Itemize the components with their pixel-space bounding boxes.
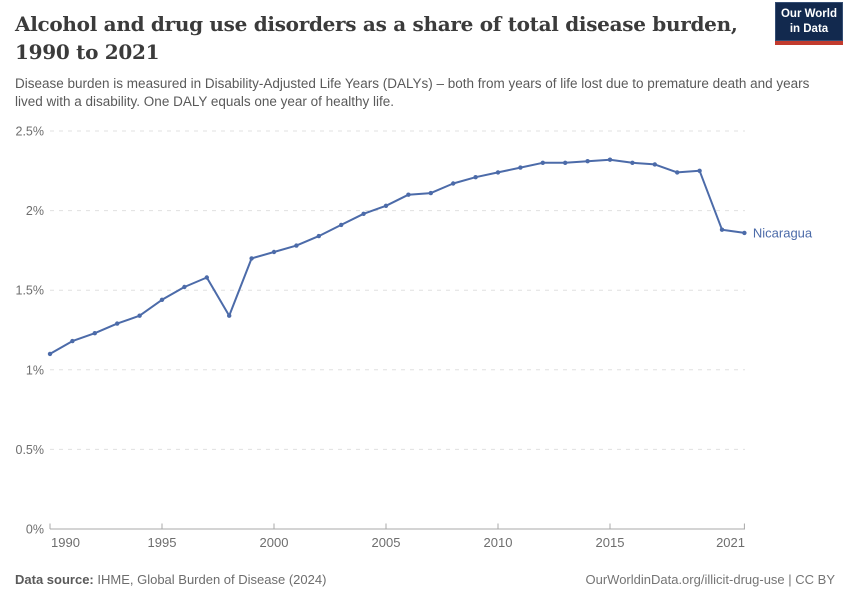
x-tick-label: 1995 (148, 535, 177, 550)
data-point[interactable] (630, 160, 635, 165)
y-tick-label: 1.5% (16, 284, 45, 298)
data-point[interactable] (361, 211, 366, 216)
data-point[interactable] (607, 157, 613, 162)
owid-url-link[interactable]: OurWorldinData.org/illicit-drug-use (585, 572, 785, 587)
data-point[interactable] (697, 168, 702, 173)
y-tick-label: 1% (26, 363, 44, 377)
chart-subtitle: Disease burden is measured in Disability… (15, 75, 810, 109)
data-point[interactable] (451, 181, 456, 186)
data-point[interactable] (92, 331, 98, 336)
license-badge: | CC BY (784, 572, 835, 587)
data-point[interactable] (518, 165, 523, 170)
data-point[interactable] (159, 297, 165, 302)
chart-footer: Data source: IHME, Global Burden of Dise… (15, 572, 835, 587)
data-point[interactable] (742, 230, 747, 236)
owid-logo-line2: in Data (789, 22, 829, 35)
data-point[interactable] (585, 159, 590, 164)
chart-title-line1: Alcohol and drug use disorders as a shar… (15, 12, 738, 36)
data-point[interactable] (339, 222, 344, 228)
data-point[interactable] (652, 162, 657, 167)
data-point[interactable] (204, 275, 209, 280)
y-tick-label: 2% (26, 204, 44, 218)
y-tick-label: 0.5% (16, 443, 45, 457)
data-point[interactable] (406, 192, 411, 197)
data-point[interactable] (47, 351, 53, 357)
y-tick-label: 0% (26, 523, 44, 537)
owid-logo[interactable]: Our World in Data (775, 2, 843, 45)
data-point[interactable] (115, 321, 120, 326)
data-point[interactable] (182, 284, 187, 290)
chart-title: Alcohol and drug use disorders as a shar… (15, 10, 835, 67)
chart-header: Alcohol and drug use disorders as a shar… (15, 10, 835, 110)
data-source-text: IHME, Global Burden of Disease (2024) (93, 572, 327, 587)
data-point[interactable] (675, 170, 680, 175)
data-point[interactable] (383, 203, 389, 208)
data-point[interactable] (271, 249, 277, 255)
chart-title-line2: 1990 to 2021 (15, 40, 160, 65)
data-point[interactable] (540, 160, 545, 165)
data-point[interactable] (137, 313, 142, 318)
data-source-label: Data source: (15, 572, 94, 587)
entity-label[interactable]: Nicaragua (753, 225, 813, 240)
data-point[interactable] (294, 243, 299, 248)
data-point[interactable] (249, 256, 254, 261)
x-tick-label: 2021 (716, 535, 745, 550)
footer-attribution: OurWorldinData.org/illicit-drug-use | CC… (585, 572, 835, 587)
data-point[interactable] (719, 227, 725, 232)
data-point[interactable] (495, 170, 501, 175)
data-point[interactable] (227, 313, 232, 318)
x-tick-label: 1990 (51, 535, 80, 550)
y-tick-label: 2.5% (16, 125, 45, 139)
x-tick-label: 2010 (484, 535, 513, 550)
data-point[interactable] (70, 338, 75, 344)
data-point[interactable] (428, 190, 433, 196)
x-tick-label: 2000 (260, 535, 289, 550)
x-tick-label: 2015 (596, 535, 625, 550)
data-point[interactable] (473, 175, 478, 180)
data-point[interactable] (563, 160, 568, 165)
data-point[interactable] (316, 233, 321, 239)
data-source: Data source: IHME, Global Burden of Dise… (15, 572, 326, 587)
x-tick-label: 2005 (372, 535, 401, 550)
series-line-nicaragua[interactable] (49, 158, 746, 355)
owid-logo-line1: Our World (780, 8, 837, 20)
